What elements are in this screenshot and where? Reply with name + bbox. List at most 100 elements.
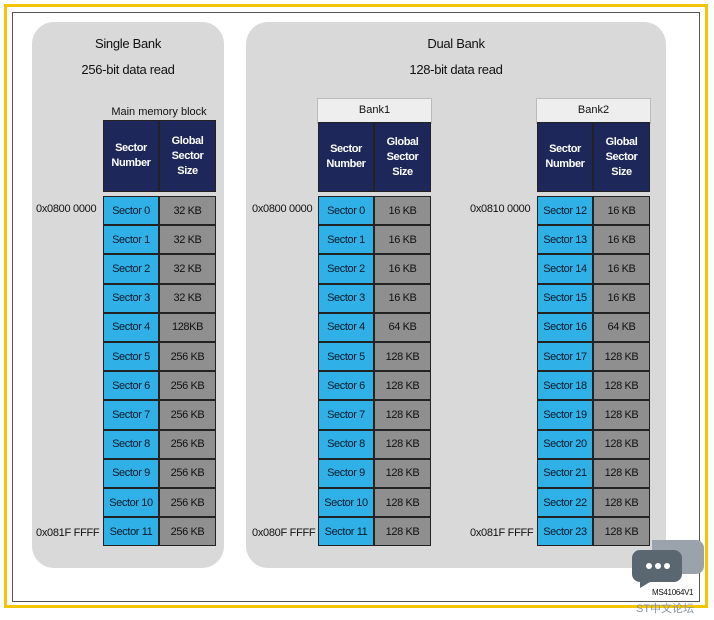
sector-cell: Sector 17 bbox=[537, 342, 593, 372]
bubble-front bbox=[632, 550, 682, 588]
sector-cell: Sector 3 bbox=[318, 283, 374, 313]
size-cell: 16 KB bbox=[593, 254, 650, 284]
dot bbox=[655, 563, 661, 569]
inner-frame bbox=[12, 12, 700, 602]
frame bbox=[4, 4, 708, 608]
size-cell: 128 KB bbox=[593, 517, 650, 547]
size-cell: 16 KB bbox=[374, 254, 431, 284]
dot bbox=[646, 563, 652, 569]
bank-box bbox=[536, 98, 651, 124]
sector-cell: Sector 1 bbox=[103, 225, 159, 255]
bank-box bbox=[317, 98, 432, 124]
size-cell: 128 KB bbox=[593, 342, 650, 372]
size-cell: 64 KB bbox=[593, 312, 650, 342]
sector-cell: Sector 4 bbox=[318, 312, 374, 342]
figure-id: MS41064V1 bbox=[652, 588, 694, 597]
size-cell: 16 KB bbox=[374, 225, 431, 255]
sector-cell: Sector 18 bbox=[537, 371, 593, 401]
size-cell: 16 KB bbox=[593, 196, 650, 226]
sector-cell: Sector 5 bbox=[103, 342, 159, 372]
sector-cell: Sector 19 bbox=[537, 400, 593, 430]
header-cell: Global Sector Size bbox=[593, 122, 650, 192]
header-cell: Global Sector Size bbox=[159, 120, 216, 192]
sector-cell: Sector 10 bbox=[318, 488, 374, 518]
size-cell: 128KB bbox=[159, 312, 216, 342]
sector-cell: Sector 0 bbox=[103, 196, 159, 226]
sector-cell: Sector 2 bbox=[318, 254, 374, 284]
sector-cell: Sector 20 bbox=[537, 429, 593, 459]
dot bbox=[664, 563, 670, 569]
size-cell: 256 KB bbox=[159, 400, 216, 430]
sector-cell: Sector 7 bbox=[318, 400, 374, 430]
sector-cell: Sector 21 bbox=[537, 458, 593, 488]
sector-cell: Sector 11 bbox=[318, 517, 374, 547]
bank-label: Bank2 bbox=[577, 104, 610, 116]
size-cell: 128 KB bbox=[374, 488, 431, 518]
size-cell: 256 KB bbox=[159, 458, 216, 488]
block-label: Main memory block bbox=[111, 106, 207, 118]
forum-icon bbox=[632, 540, 704, 588]
start-address: 0x0800 0000 bbox=[36, 203, 97, 215]
dual-bank-subtitle: 128-bit data read bbox=[409, 62, 503, 77]
sector-cell: Sector 6 bbox=[103, 371, 159, 401]
sector-cell: Sector 8 bbox=[103, 429, 159, 459]
size-cell: 256 KB bbox=[159, 488, 216, 518]
size-cell: 128 KB bbox=[593, 429, 650, 459]
sector-cell: Sector 10 bbox=[103, 488, 159, 518]
end-address: 0x081F FFFF bbox=[470, 527, 534, 540]
sector-cell: Sector 15 bbox=[537, 283, 593, 313]
size-cell: 128 KB bbox=[374, 371, 431, 401]
size-cell: 16 KB bbox=[374, 196, 431, 226]
start-address: 0x0810 0000 bbox=[470, 203, 531, 215]
single-bank-subtitle: 256-bit data read bbox=[81, 62, 175, 77]
end-address: 0x080F FFFF bbox=[252, 527, 316, 540]
sector-cell: Sector 22 bbox=[537, 488, 593, 518]
sector-cell: Sector 0 bbox=[318, 196, 374, 226]
sector-cell: Sector 11 bbox=[103, 517, 159, 547]
watermark: ST中文论坛 bbox=[636, 603, 695, 615]
size-cell: 16 KB bbox=[593, 225, 650, 255]
size-cell: 128 KB bbox=[593, 371, 650, 401]
size-cell: 32 KB bbox=[159, 225, 216, 255]
sector-cell: Sector 2 bbox=[103, 254, 159, 284]
sector-cell: Sector 9 bbox=[103, 458, 159, 488]
sector-cell: Sector 9 bbox=[318, 458, 374, 488]
header-cell: Global Sector Size bbox=[374, 122, 431, 192]
size-cell: 128 KB bbox=[374, 342, 431, 372]
sector-cell: Sector 3 bbox=[103, 283, 159, 313]
header-cell: Sector Number bbox=[537, 122, 593, 192]
bank-label: Bank1 bbox=[358, 104, 391, 116]
size-cell: 32 KB bbox=[159, 196, 216, 226]
sector-cell: Sector 8 bbox=[318, 429, 374, 459]
size-cell: 64 KB bbox=[374, 312, 431, 342]
size-cell: 256 KB bbox=[159, 371, 216, 401]
size-cell: 32 KB bbox=[159, 254, 216, 284]
sector-cell: Sector 14 bbox=[537, 254, 593, 284]
sector-cell: Sector 5 bbox=[318, 342, 374, 372]
size-cell: 128 KB bbox=[374, 400, 431, 430]
start-address: 0x0800 0000 bbox=[252, 203, 313, 215]
dual-bank-title: Dual Bank bbox=[427, 36, 485, 51]
sector-cell: Sector 13 bbox=[537, 225, 593, 255]
size-cell: 128 KB bbox=[374, 458, 431, 488]
size-cell: 256 KB bbox=[159, 342, 216, 372]
sector-cell: Sector 6 bbox=[318, 371, 374, 401]
sector-cell: Sector 16 bbox=[537, 312, 593, 342]
end-address: 0x081F FFFF bbox=[36, 527, 100, 540]
sector-cell: Sector 4 bbox=[103, 312, 159, 342]
size-cell: 128 KB bbox=[593, 400, 650, 430]
size-cell: 128 KB bbox=[374, 429, 431, 459]
size-cell: 128 KB bbox=[593, 488, 650, 518]
single-bank-title: Single Bank bbox=[94, 36, 162, 51]
size-cell: 16 KB bbox=[593, 283, 650, 313]
size-cell: 16 KB bbox=[374, 283, 431, 313]
sector-cell: Sector 12 bbox=[537, 196, 593, 226]
size-cell: 128 KB bbox=[374, 517, 431, 547]
size-cell: 128 KB bbox=[593, 458, 650, 488]
size-cell: 256 KB bbox=[159, 517, 216, 547]
sector-cell: Sector 23 bbox=[537, 517, 593, 547]
header-cell: Sector Number bbox=[103, 120, 159, 192]
size-cell: 32 KB bbox=[159, 283, 216, 313]
header-cell: Sector Number bbox=[318, 122, 374, 192]
